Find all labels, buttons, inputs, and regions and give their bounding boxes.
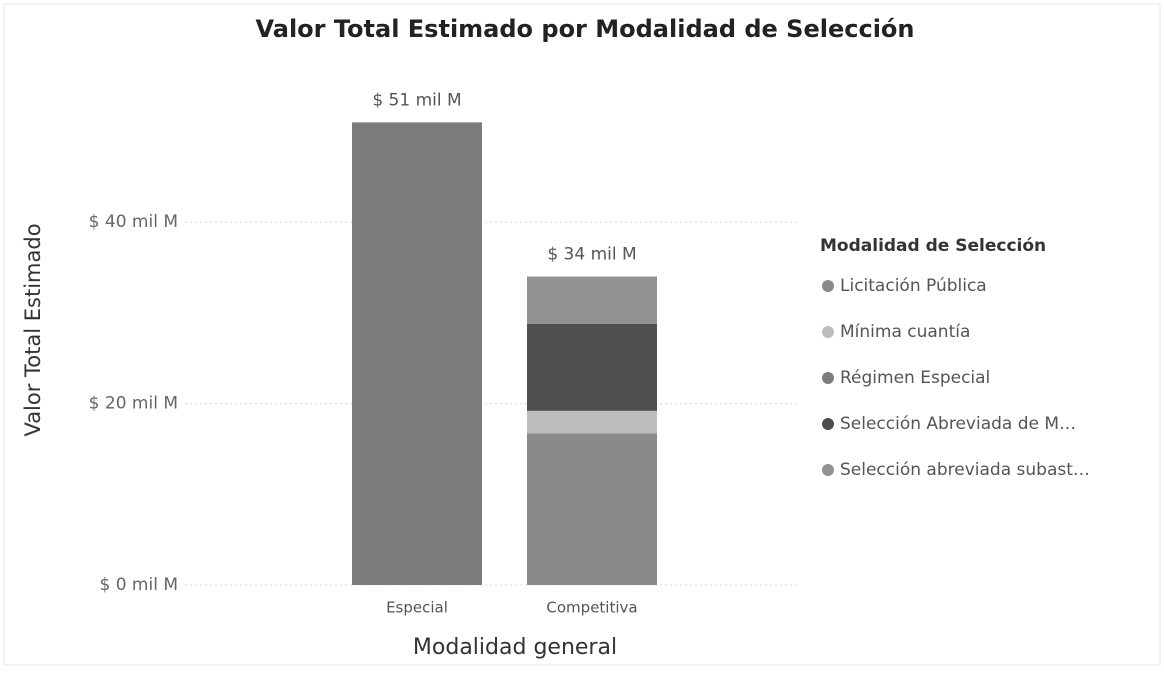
legend-title: Modalidad de Selección xyxy=(820,236,1046,256)
legend-label: Selección Abreviada de M… xyxy=(840,414,1076,434)
bar-segment xyxy=(527,433,657,585)
x-axis-title: Modalidad general xyxy=(413,635,617,660)
legend-label: Mínima cuantía xyxy=(840,322,970,342)
legend-marker xyxy=(822,464,834,476)
legend-marker xyxy=(822,280,834,292)
legend-label: Licitación Pública xyxy=(840,276,987,296)
bar-segment xyxy=(527,276,657,324)
bar-segment xyxy=(352,122,482,585)
chart-title: Valor Total Estimado por Modalidad de Se… xyxy=(256,15,915,43)
x-tick-label: Especial xyxy=(386,599,448,617)
y-tick-label: $ 0 mil M xyxy=(99,575,178,595)
x-tick-label: Competitiva xyxy=(546,599,637,617)
legend-marker xyxy=(822,372,834,384)
y-tick-label: $ 20 mil M xyxy=(89,394,178,414)
legend-label: Régimen Especial xyxy=(840,368,990,388)
frame xyxy=(3,3,1161,666)
y-tick-label: $ 40 mil M xyxy=(89,212,178,232)
total-label: $ 51 mil M xyxy=(372,90,461,110)
legend-marker xyxy=(822,418,834,430)
legend-label: Selección abreviada subast… xyxy=(840,460,1090,480)
bar-segment xyxy=(527,410,657,434)
total-label: $ 34 mil M xyxy=(547,245,636,265)
bar-segment xyxy=(527,323,657,411)
y-axis-title: Valor Total Estimado xyxy=(21,223,45,436)
legend-marker xyxy=(822,326,834,338)
